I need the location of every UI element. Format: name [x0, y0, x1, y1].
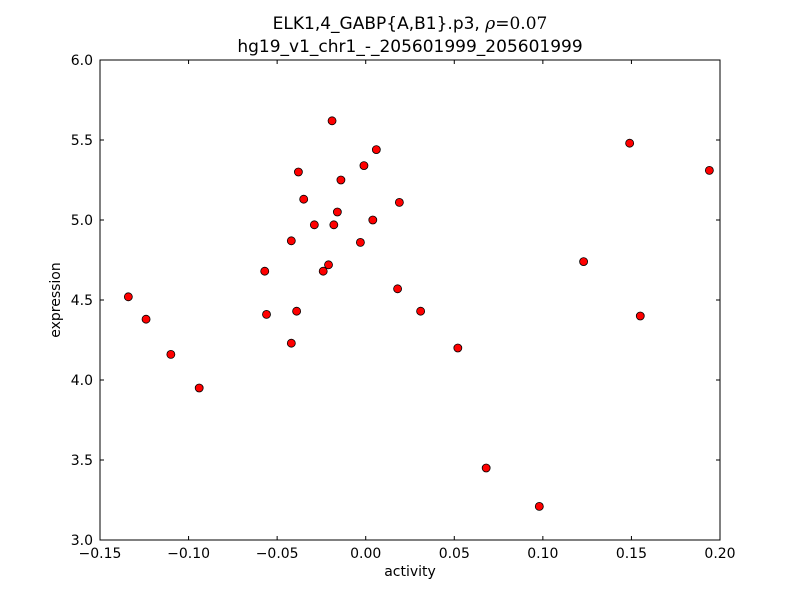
- x-tick-label: 0.00: [350, 546, 381, 562]
- data-point: [299, 194, 309, 204]
- y-tick-label: 3.5: [71, 453, 93, 469]
- data-point: [318, 266, 328, 276]
- y-tick-label: 4.5: [71, 293, 93, 309]
- chart-title-prefix: ELK1,4_GABP{A,B1}.p3,: [273, 14, 486, 34]
- x-tick-label: 0.05: [439, 546, 470, 562]
- y-tick-label: 4.0: [71, 373, 93, 389]
- chart-subtitle: hg19_v1_chr1_-_205601999_205601999: [237, 37, 582, 57]
- data-point: [359, 161, 369, 171]
- chart-title-rho-value: =0.07: [495, 14, 547, 34]
- data-point: [123, 292, 133, 302]
- y-tick-label: 3.0: [71, 533, 93, 549]
- data-point: [292, 306, 302, 316]
- x-axis-label: activity: [384, 564, 436, 580]
- x-tick-label: −0.05: [256, 546, 299, 562]
- y-tick-label: 6.0: [71, 53, 93, 69]
- data-point: [336, 175, 346, 185]
- data-point: [481, 463, 491, 473]
- data-point: [625, 138, 635, 148]
- data-point: [704, 165, 714, 175]
- plot-area: [99, 59, 721, 541]
- data-point: [355, 237, 365, 247]
- data-point: [371, 145, 381, 155]
- data-point: [394, 197, 404, 207]
- chart-title: ELK1,4_GABP{A,B1}.p3, ρ=0.07: [273, 14, 548, 34]
- data-point: [141, 314, 151, 324]
- data-point: [286, 236, 296, 246]
- data-point: [194, 383, 204, 393]
- y-axis-label: expression: [48, 262, 64, 338]
- data-point: [286, 338, 296, 348]
- data-point: [416, 306, 426, 316]
- x-tick-label: 0.20: [704, 546, 735, 562]
- data-point: [260, 266, 270, 276]
- x-tick-label: 0.10: [527, 546, 558, 562]
- data-point: [635, 311, 645, 321]
- data-point: [579, 257, 588, 267]
- y-tick-label: 5.5: [71, 133, 93, 149]
- data-points: [123, 116, 714, 511]
- x-tick-label: 0.15: [616, 546, 647, 562]
- data-point: [332, 207, 342, 217]
- data-point: [327, 116, 337, 126]
- axis-ticks: −0.15 −0.10 −0.05 0.00 0.05 0.10 0.15 0.20 3.0 3.…: [71, 53, 736, 562]
- data-point: [368, 215, 378, 225]
- data-point: [453, 343, 463, 353]
- chart-title-rho-symbol: ρ: [484, 14, 495, 34]
- y-tick-label: 5.0: [71, 213, 93, 229]
- data-point: [393, 284, 403, 294]
- x-tick-label: −0.10: [167, 546, 210, 562]
- data-point: [324, 260, 333, 270]
- data-point: [534, 501, 544, 511]
- data-point: [166, 349, 176, 359]
- data-point: [293, 167, 303, 177]
- data-point: [329, 220, 339, 230]
- x-tick-label: −0.15: [79, 546, 122, 562]
- data-point: [262, 309, 271, 319]
- data-point: [309, 220, 319, 230]
